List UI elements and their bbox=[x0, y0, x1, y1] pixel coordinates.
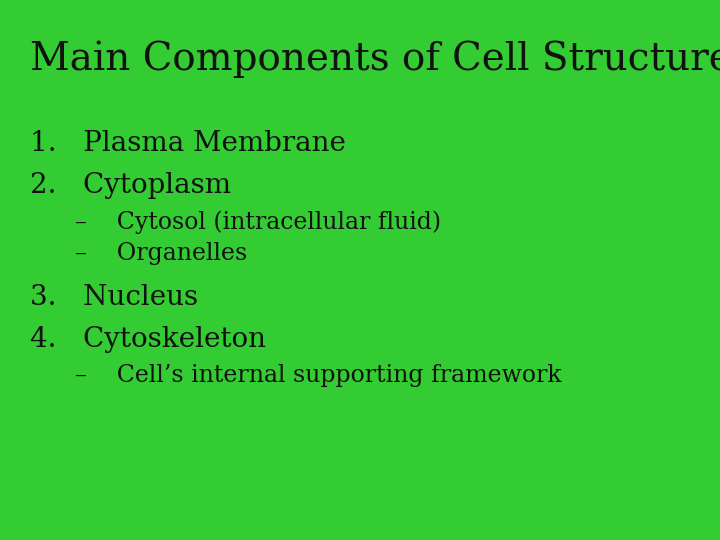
Text: –    Cell’s internal supporting framework: – Cell’s internal supporting framework bbox=[75, 364, 562, 387]
Text: 3.   Nucleus: 3. Nucleus bbox=[30, 284, 198, 311]
Text: 4.   Cytoskeleton: 4. Cytoskeleton bbox=[30, 326, 266, 353]
Text: Main Components of Cell Structure: Main Components of Cell Structure bbox=[30, 40, 720, 78]
Text: –    Organelles: – Organelles bbox=[75, 242, 247, 265]
Text: –    Cytosol (intracellular fluid): – Cytosol (intracellular fluid) bbox=[75, 210, 441, 233]
Text: 2.   Cytoplasm: 2. Cytoplasm bbox=[30, 172, 231, 199]
Text: 1.   Plasma Membrane: 1. Plasma Membrane bbox=[30, 130, 346, 157]
